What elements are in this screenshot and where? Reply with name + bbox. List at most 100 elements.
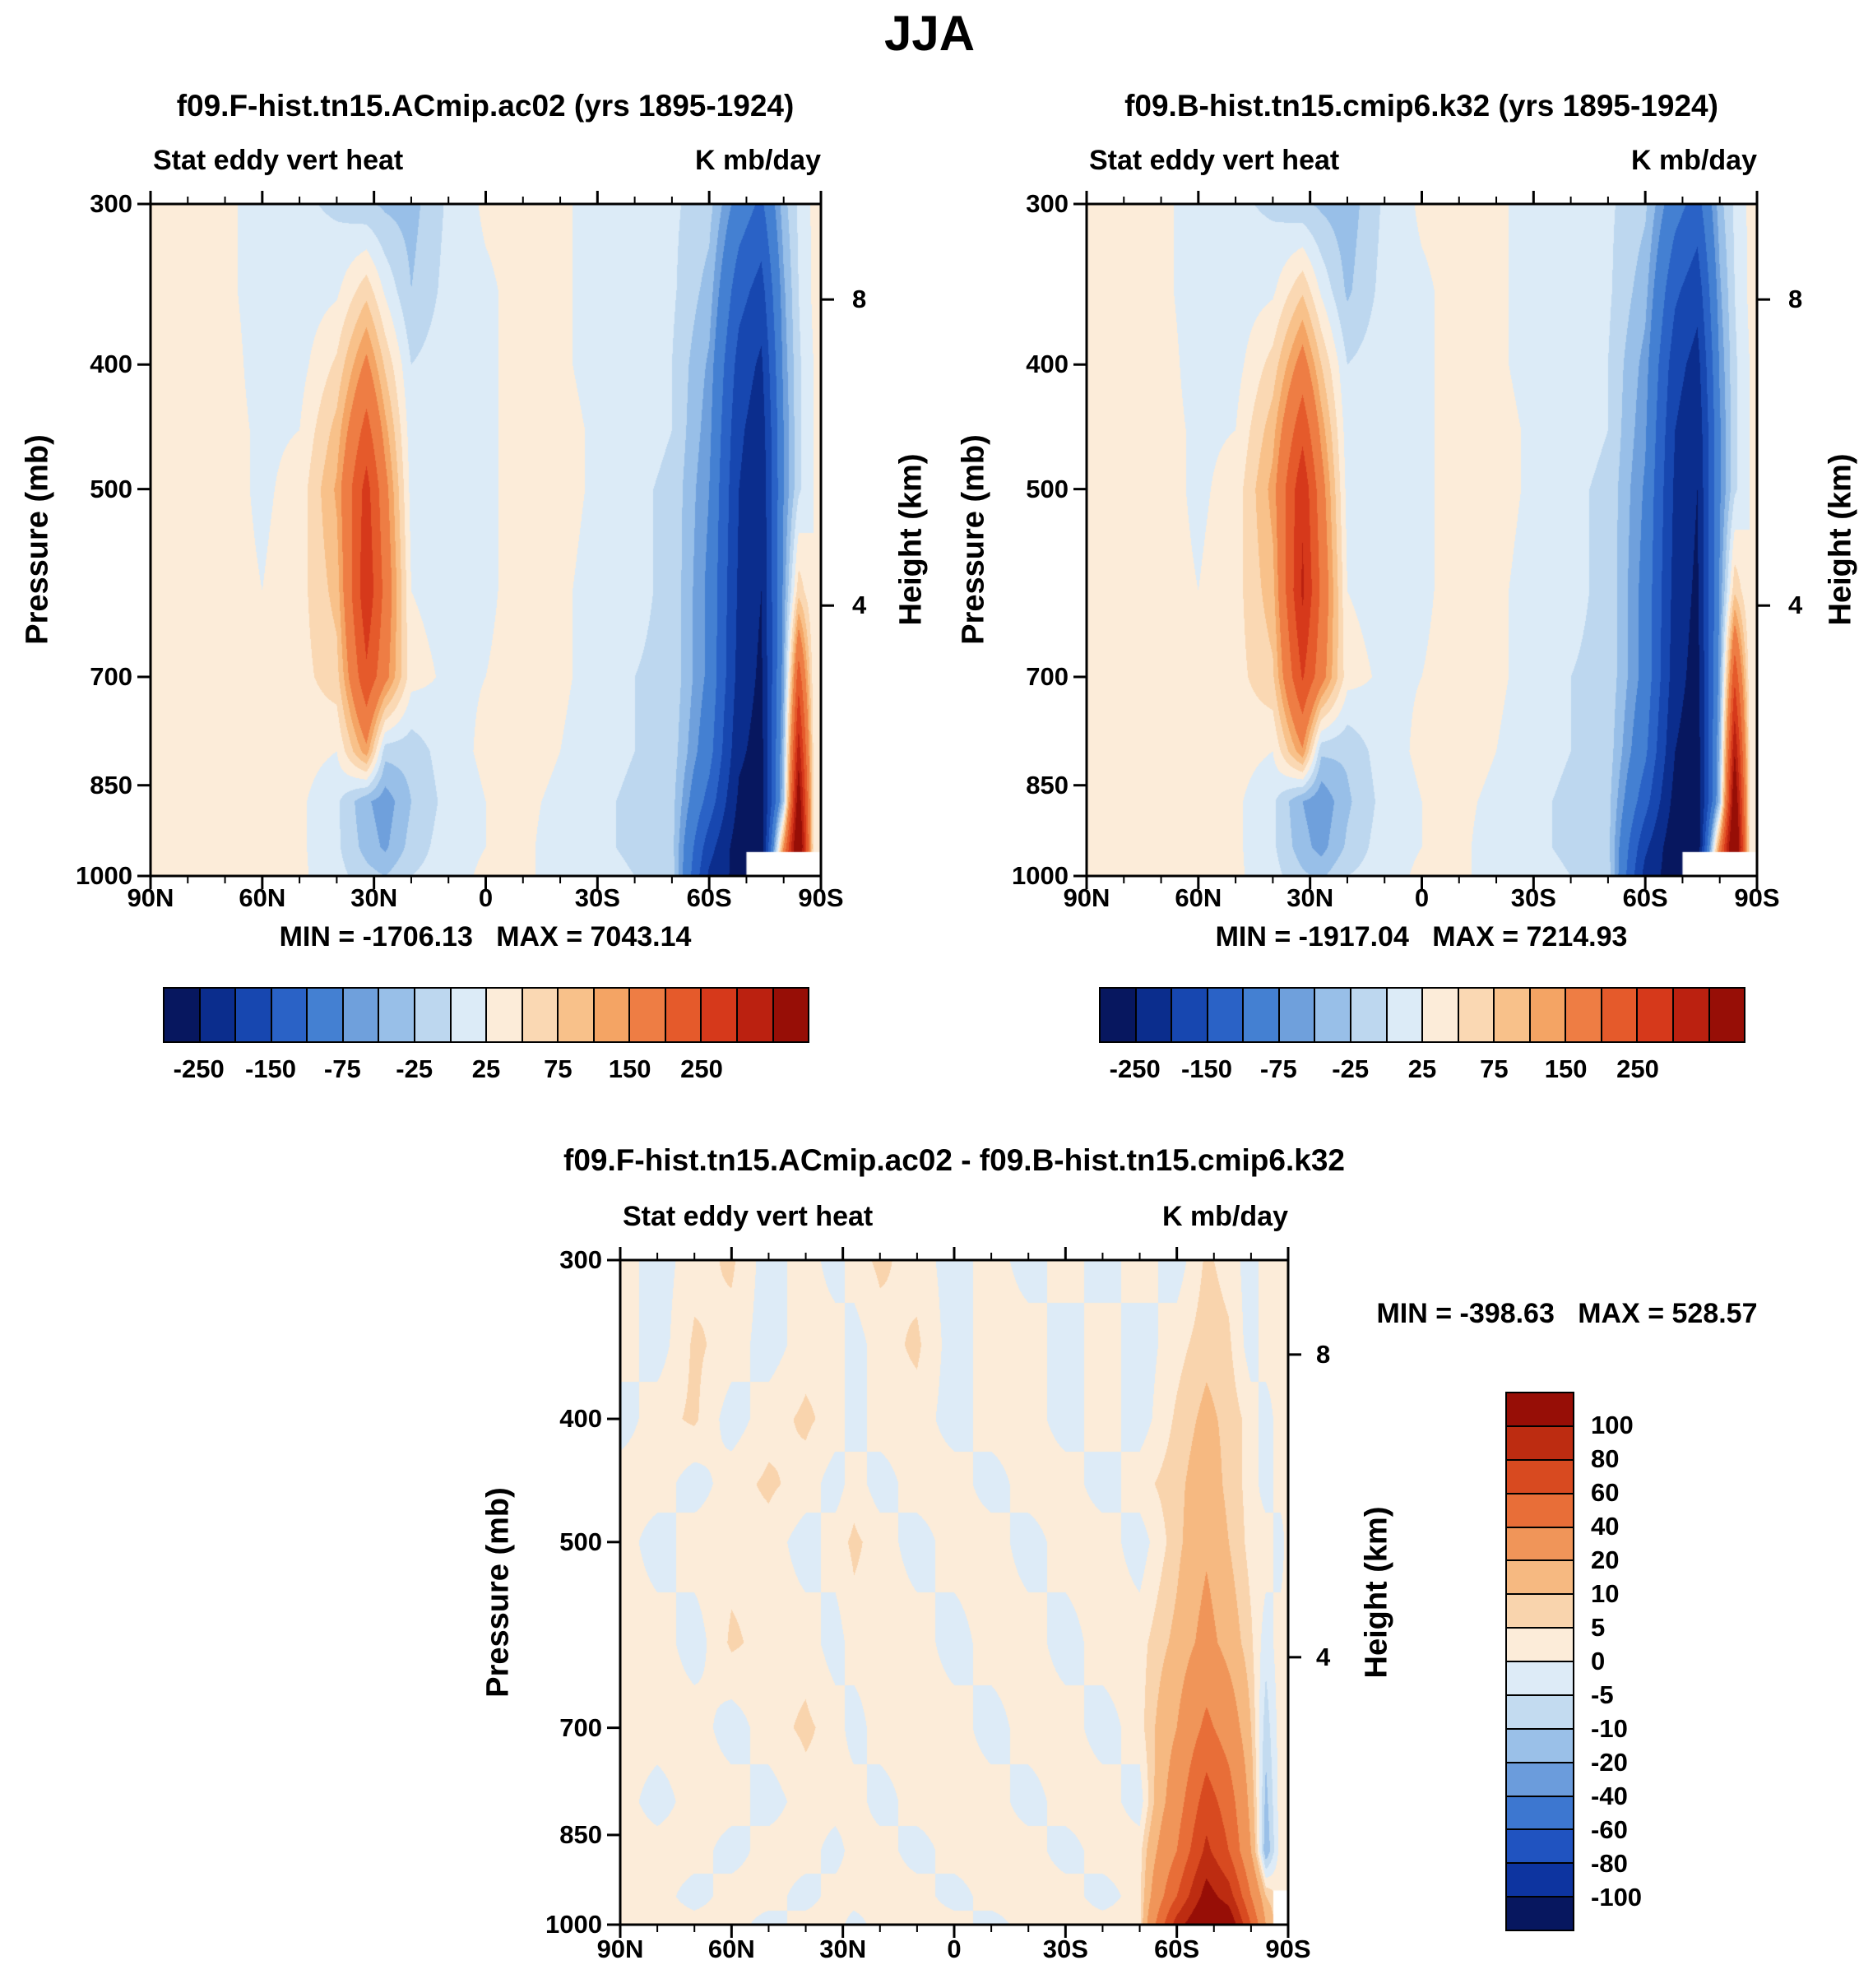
colorbar-cell [1528,989,1565,1041]
panel-diff-minmax: MIN = -398.63 MAX = 528.57 [1376,1298,1758,1329]
panel-a-colorbar-label: -25 [396,1054,433,1083]
panel-a-y-tick-label: 1000 [76,861,132,890]
colorbar-cell [1636,989,1672,1041]
panel-diff-y-tick-label: 400 [559,1404,602,1434]
colorbar-cell [1507,1559,1573,1594]
panel-diff-y-tick-label: 300 [559,1245,602,1274]
colorbar-cell [1507,1761,1573,1796]
panel-diff-colorbar-label: 5 [1591,1613,1606,1642]
colorbar-cell [1672,989,1708,1041]
panel-a-title: f09.F-hist.tn15.ACmip.ac02 (yrs 1895-192… [176,89,795,123]
panel-diff-colorbar-label: 100 [1591,1411,1634,1439]
colorbar-cell [1565,989,1601,1041]
panel-a-colorbar-label: -150 [244,1054,297,1083]
panel-a-minmax: MIN = -1706.13 MAX = 7043.14 [279,921,692,952]
colorbar-cell [1277,989,1314,1041]
panel-b-plot [1062,179,1782,901]
panel-b-colorbar-label: 25 [1407,1054,1437,1083]
colorbar-cell [1242,989,1278,1041]
colorbar-cell [1101,989,1135,1041]
colorbar-cell [1314,989,1350,1041]
panel-diff-height-tick-label: 8 [1316,1339,1331,1369]
colorbar-cell [449,989,486,1041]
colorbar-cell [341,989,378,1041]
panel-diff-colorbar-label: -10 [1591,1714,1628,1743]
panel-a-x-tick-label: 60S [686,883,732,912]
colorbar-cell [557,989,593,1041]
figure-title: JJA [883,6,976,61]
colorbar-cell [1493,989,1529,1041]
panel-a-x-tick-label: 90S [798,883,844,912]
panel-a-ylabel: Pressure (mb) [20,434,55,645]
colorbar-cell [1507,1492,1573,1527]
panel-b-units: K mb/day [1630,145,1757,176]
panel-b-colorbar-label: -250 [1109,1054,1161,1083]
colorbar-cell [592,989,629,1041]
panel-a-colorbar [163,987,809,1043]
panel-b-ylabel: Pressure (mb) [956,434,991,645]
colorbar-cell [1349,989,1386,1041]
panel-diff-colorbar-label: -80 [1591,1849,1628,1878]
panel-a-units: K mb/day [694,145,821,176]
colorbar-cell [1457,989,1494,1041]
panel-diff-colorbar-label: -5 [1591,1680,1614,1709]
colorbar-cell [521,989,558,1041]
panel-b-colorbar-label: -25 [1332,1054,1370,1083]
panel-diff-height-tick-label: 4 [1316,1642,1331,1671]
panel-b-x-tick-label: 60S [1622,883,1668,912]
panel-a-y-tick-label: 400 [90,350,132,379]
panel-b-x-tick-label: 60N [1175,883,1222,912]
panel-b-y-tick-label: 700 [1026,661,1069,691]
colorbar-cell [1134,989,1171,1041]
colorbar-cell [664,989,701,1041]
colorbar-cell [1507,1526,1573,1560]
panel-b-minmax: MIN = -1917.04 MAX = 7214.93 [1215,921,1628,952]
panel-diff-x-tick-label: 60S [1154,1935,1200,1963]
colorbar-cell [1507,1627,1573,1661]
panel-b-title: f09.B-hist.tn15.cmip6.k32 (yrs 1895-1924… [1124,89,1718,123]
panel-b-contour-field [1087,204,1757,876]
panel-a-height-tick-label: 4 [852,591,867,620]
panel-diff-x-tick-label: 30S [1042,1935,1088,1963]
panel-diff-colorbar-label: 80 [1591,1444,1620,1473]
panel-diff-x-tick-label: 30N [819,1935,867,1963]
panel-a-x-tick-label: 90N [127,883,174,912]
colorbar-cell [700,989,736,1041]
panel-diff-colorbar-label: -40 [1591,1782,1628,1810]
panel-b-right-ylabel: Height (km) [1823,453,1858,626]
panel-a-y-tick-label: 500 [90,474,132,503]
panel-diff-plot [596,1235,1313,1949]
panel-diff-field-name: Stat eddy vert heat [623,1201,874,1232]
panel-b-y-tick-label: 300 [1026,189,1069,218]
panel-diff-y-tick-label: 1000 [545,1910,602,1939]
colorbar-cell [1507,1661,1573,1694]
panel-a-colorbar-label: -250 [173,1054,225,1083]
panel-b-colorbar-label: 75 [1480,1054,1509,1083]
panel-a-colorbar-label: 25 [471,1054,501,1083]
panel-diff-colorbar-label: -100 [1591,1883,1643,1912]
colorbar-cell [1708,989,1745,1041]
colorbar-cell [165,989,199,1041]
panel-diff-y-tick-label: 700 [559,1712,602,1742]
colorbar-cell [270,989,307,1041]
panel-b-x-tick-label: 90N [1063,883,1110,912]
colorbar-cell [413,989,450,1041]
colorbar-cell [1171,989,1207,1041]
panel-a-x-tick-label: 60N [239,883,286,912]
panel-b-y-tick-label: 400 [1026,350,1069,379]
colorbar-cell [772,989,809,1041]
panel-diff-colorbar-label: 40 [1591,1512,1620,1541]
panel-diff-colorbar [1505,1392,1574,1931]
panel-diff-x-tick-label: 0 [947,1935,962,1963]
colorbar-cell [1507,1458,1573,1493]
colorbar-cell [736,989,772,1041]
panel-b-x-tick-label: 90S [1734,883,1780,912]
panel-b-y-tick-label: 500 [1026,474,1069,503]
panel-diff-x-tick-label: 90N [596,1935,644,1963]
panel-a-y-tick-label: 300 [90,189,132,218]
colorbar-cell [1507,1828,1573,1863]
colorbar-cell [485,989,522,1041]
colorbar-cell [1507,1694,1573,1728]
panel-a-x-tick-label: 30S [574,883,620,912]
